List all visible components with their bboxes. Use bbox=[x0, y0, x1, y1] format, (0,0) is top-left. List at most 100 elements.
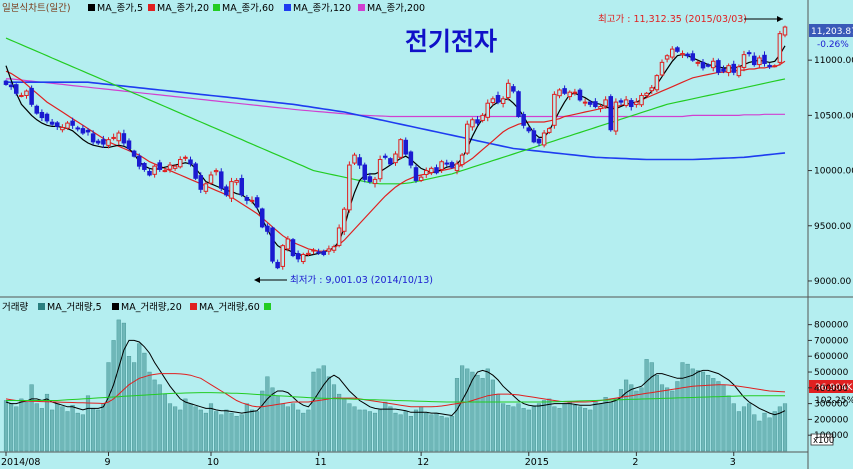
volume-bar bbox=[96, 409, 101, 452]
volume-bar bbox=[85, 395, 91, 452]
volume-bar bbox=[700, 371, 706, 452]
candle-down bbox=[628, 100, 634, 108]
candle-down bbox=[44, 113, 50, 122]
candle-up bbox=[567, 91, 573, 98]
candle-down bbox=[675, 47, 680, 52]
candle-up bbox=[490, 98, 496, 104]
candle-up bbox=[680, 53, 685, 56]
volume-bar bbox=[675, 381, 680, 452]
candle-up bbox=[541, 132, 547, 146]
volume-bar bbox=[434, 412, 439, 452]
candle-up bbox=[772, 65, 778, 68]
volume-bar bbox=[378, 409, 383, 452]
volume-bar bbox=[782, 403, 788, 452]
candle-down bbox=[767, 64, 772, 68]
candle-down bbox=[90, 133, 96, 143]
volume-bar bbox=[321, 365, 326, 452]
candle-up bbox=[162, 170, 168, 173]
candle-up bbox=[757, 57, 762, 66]
x-tick-label: 2015 bbox=[525, 457, 549, 468]
volume-bar bbox=[685, 363, 690, 452]
candle-up bbox=[352, 154, 357, 164]
candle-down bbox=[95, 140, 101, 144]
volume-bar bbox=[475, 374, 480, 452]
candle-up bbox=[736, 66, 742, 77]
candle-up bbox=[644, 92, 649, 96]
volume-bar bbox=[14, 406, 19, 452]
candle-up bbox=[634, 101, 639, 106]
volume-bar bbox=[618, 389, 624, 452]
candle-down bbox=[136, 155, 142, 167]
candle-up bbox=[326, 248, 332, 252]
volume-bar bbox=[301, 412, 306, 452]
candle-down bbox=[270, 227, 275, 262]
candle-up bbox=[464, 123, 470, 154]
candle-down bbox=[475, 119, 480, 124]
volume-bar bbox=[639, 387, 644, 452]
volume-bar bbox=[767, 417, 772, 452]
volume-bar bbox=[19, 398, 24, 452]
candle-up bbox=[418, 176, 424, 181]
candle-up bbox=[500, 98, 506, 104]
candle-down bbox=[721, 68, 726, 72]
candle-down bbox=[121, 133, 127, 144]
volume-bar bbox=[542, 400, 547, 452]
candle-down bbox=[34, 105, 40, 114]
volume-tick-label: 700000 bbox=[814, 336, 849, 346]
candle-up bbox=[664, 55, 670, 60]
legend-vol-ma60: MA_거래량,60 bbox=[199, 301, 260, 313]
candle-down bbox=[705, 64, 711, 67]
candle-up bbox=[557, 89, 562, 97]
price-tick-label: 10500.00 bbox=[814, 111, 853, 121]
candle-down bbox=[690, 53, 696, 61]
volume-bar bbox=[547, 398, 552, 452]
candle-down bbox=[316, 251, 321, 254]
candle-down bbox=[403, 139, 409, 155]
candle-down bbox=[8, 84, 14, 88]
unit-label: x100 bbox=[813, 436, 834, 446]
legend-candle: 일본식차트(일간) bbox=[2, 2, 71, 14]
legend-ma60-swatch bbox=[213, 4, 220, 11]
candle-down bbox=[188, 159, 193, 165]
volume-bar bbox=[142, 352, 147, 452]
volume-bar bbox=[659, 384, 665, 452]
volume-bar bbox=[29, 384, 34, 452]
candle-up bbox=[454, 163, 460, 172]
volume-bar bbox=[316, 368, 321, 452]
volume-ma-line bbox=[5, 339, 786, 417]
candle-up bbox=[19, 94, 24, 97]
volume-bar bbox=[24, 401, 29, 452]
candle-down bbox=[85, 129, 91, 133]
candle-down bbox=[259, 208, 265, 228]
price-tick-label: 9000.00 bbox=[814, 277, 851, 287]
candle-up bbox=[249, 199, 255, 202]
candle-down bbox=[531, 130, 537, 143]
candle-down bbox=[593, 101, 598, 108]
candle-up bbox=[485, 102, 491, 118]
volume-bar bbox=[91, 408, 96, 452]
volume-bar bbox=[608, 401, 613, 452]
volume-bar bbox=[285, 406, 290, 452]
x-tick-label: 12 bbox=[417, 457, 429, 468]
volume-bar bbox=[731, 403, 736, 452]
volume-bar bbox=[690, 368, 695, 452]
candle-up bbox=[234, 179, 239, 183]
candle-up bbox=[311, 249, 316, 252]
candle-down bbox=[408, 151, 414, 166]
change-label: -0.26% bbox=[817, 40, 849, 50]
volume-bar bbox=[388, 406, 393, 452]
volume-bar bbox=[711, 378, 716, 452]
candle-down bbox=[126, 140, 132, 149]
candle-up bbox=[229, 181, 234, 199]
volume-bar bbox=[598, 403, 603, 452]
candle-down bbox=[608, 96, 614, 131]
volume-bar bbox=[583, 408, 588, 452]
candle-down bbox=[511, 86, 516, 92]
candle-down bbox=[80, 128, 86, 134]
candle-up bbox=[213, 170, 219, 173]
volume-bar bbox=[65, 411, 70, 452]
volume-bar bbox=[198, 409, 203, 452]
legend-vol-ma5-swatch bbox=[112, 303, 119, 310]
volume-bar bbox=[132, 362, 137, 452]
